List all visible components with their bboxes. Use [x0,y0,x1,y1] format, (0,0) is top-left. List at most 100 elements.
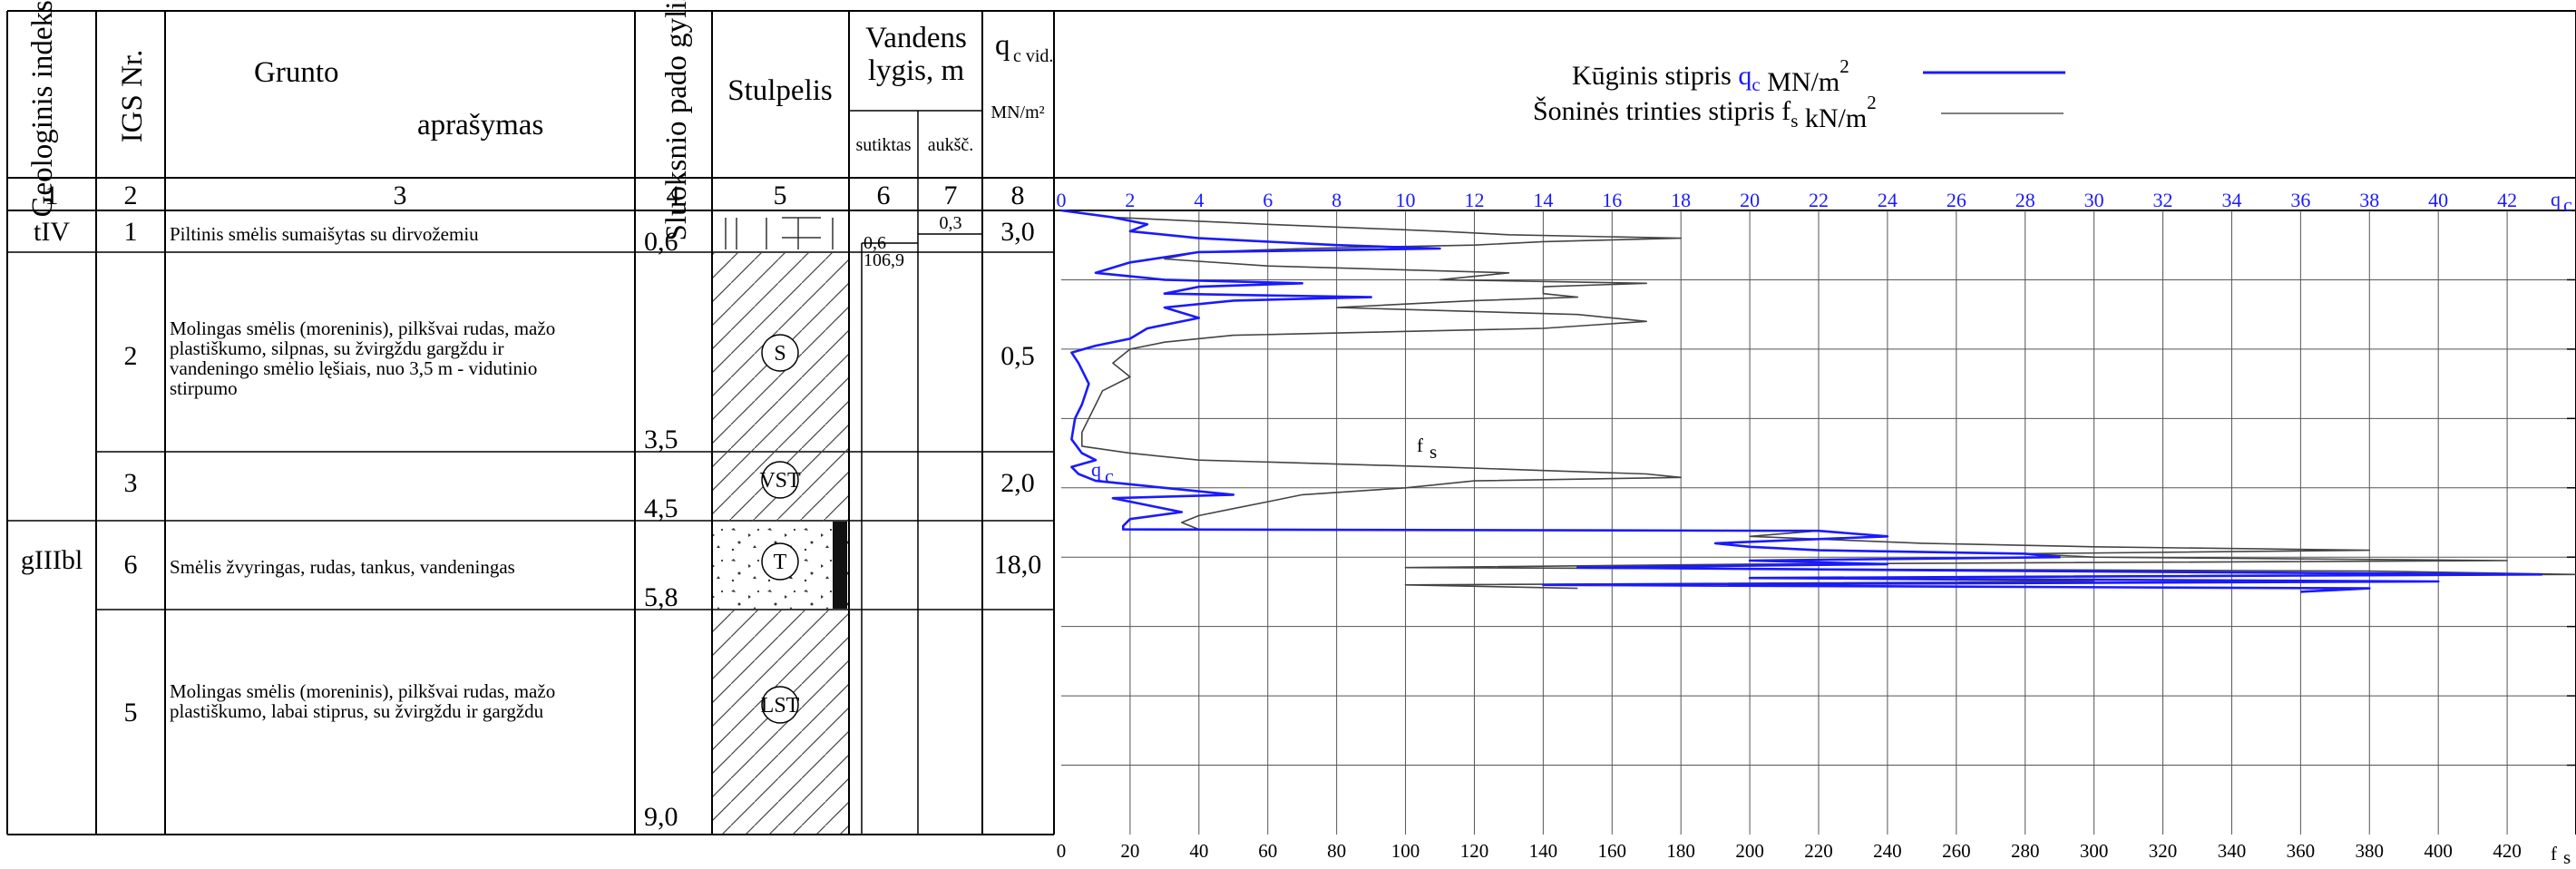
fs-tick-label: 380 [2356,840,2385,862]
layer-igs-number: 2 [124,341,138,371]
legend-fs: Šoninės trinties stipris fs kN/m2 [1533,92,1877,133]
column-number: 5 [774,181,787,210]
fs-tick-label: 120 [1460,840,1489,862]
header-layer-depth: Sluoksnio pado gylis, m [660,0,693,241]
soil-symbol-circle [761,334,799,372]
soil-symbol-label: T [774,551,787,574]
soil-symbol-label: VST [759,469,801,493]
qc-axis-label: q [2551,188,2561,210]
water-bearing-marker [833,522,847,609]
column-number: 6 [877,181,891,210]
qc-tick-label: 16 [1602,189,1622,211]
qc-tick-label: 10 [1396,189,1416,211]
fill-pattern [725,217,834,249]
header-vandens: Vandens [865,22,967,54]
fs-axis-label-sub: s [2563,846,2571,864]
fs-tick-label: 320 [2149,840,2178,862]
fs-tick-label: 80 [1327,840,1346,862]
qc-axis-label-sub: c [2563,193,2572,216]
qc-tick-label: 42 [2497,189,2517,211]
layer-igs-number: 5 [124,698,138,727]
fs-tick-label: 260 [1942,840,1971,862]
fs-tick-label: 160 [1598,840,1627,862]
soil-column [713,211,848,834]
column-number: 4 [667,181,680,210]
qc-tick-label: 8 [1332,189,1342,211]
soil-symbol-circle [761,461,799,499]
geo-index-giiibl: gIIIbl [21,545,83,575]
layer-igs-number: 3 [124,468,138,498]
fs-axis-label: f [2551,843,2557,864]
qc-tick-label: 4 [1194,189,1204,211]
qc-tick-label: 34 [2221,189,2241,211]
fs-series-line [1060,210,2576,590]
fs-tick-label: 140 [1529,840,1558,862]
fs-tick-label: 360 [2287,840,2316,862]
layer-depth: 4,5 [644,493,678,523]
chart-grid [1061,210,2576,835]
qc-tick-label: 30 [2084,189,2104,211]
fs-tick-label: 300 [2080,840,2109,862]
qc-curve-label-sub: c [1105,464,1114,487]
qc-tick-label: 14 [1533,189,1553,211]
qc-tick-label: 2 [1125,189,1135,211]
qc-tick-label: 18 [1671,189,1691,211]
layer-qc-average: 0,5 [1000,341,1035,371]
soil-symbol-circle [761,686,799,724]
layer-qc-average: 2,0 [1000,468,1035,498]
fs-curve-label-sub: s [1429,441,1437,463]
layer-igs-number: 1 [124,217,138,247]
layer-depth: 5,8 [644,582,678,612]
layer-description: Molingas smėlis (moreninis), pilkšvai ru… [170,317,555,399]
fs-curve-label: f [1417,434,1423,456]
column-number: 7 [944,181,958,210]
header-qc-unit: MN/m² [990,103,1044,122]
layer-description: Smėlis žvyringas, rudas, tankus, vandeni… [170,556,515,578]
fs-tick-label: 400 [2424,840,2453,862]
qc-tick-label: 40 [2428,189,2448,211]
header-aprasymas: aprašymas [417,109,543,142]
header-igs-nr: IGS Nr. [116,50,149,143]
fs-tick-label: 240 [1873,840,1902,862]
header-geo-index: Geologinis indeksas [26,0,59,217]
geo-index-tiv: tIV [34,217,70,247]
header-stulpelis: Stulpelis [727,74,833,107]
qc-tick-label: 24 [1878,189,1898,211]
layer-depth: 3,5 [644,425,678,454]
fs-tick-label: 100 [1391,840,1420,862]
layer-description: Molingas smėlis (moreninis), pilkšvai ru… [170,680,555,722]
water-met-depth: 0,6 [864,233,886,253]
fs-tick-label: 40 [1189,840,1208,862]
layer-qc-average: 18,0 [994,550,1042,580]
layer-depth: 9,0 [644,802,678,832]
fs-tick-label: 280 [2011,840,2040,862]
fs-tick-label: 340 [2218,840,2247,862]
column-number: 1 [45,181,59,210]
qc-tick-label: 12 [1464,189,1484,211]
qc-tick-label: 6 [1263,189,1273,211]
qc-tick-label: 22 [1809,189,1829,211]
qc-tick-label: 20 [1740,189,1760,211]
header-qc-sub: c vid. [1013,46,1053,66]
header-lygis: lygis, m [868,54,965,87]
layer-description: Piltinis smėlis sumaišytas su dirvožemiu [170,223,479,245]
fs-tick-label: 180 [1666,840,1695,862]
soil-symbol-label: S [774,342,785,366]
column-number: 2 [124,181,138,210]
layer-igs-number: 6 [124,550,138,580]
header-aukst: aukšč. [928,135,974,155]
layer-depth: 0,6 [644,227,678,257]
column-number: 8 [1011,181,1025,210]
qc-tick-label: 38 [2359,189,2379,211]
qc-tick-label: 36 [2290,189,2310,211]
fs-tick-label: 60 [1258,840,1277,862]
header-grunto: Grunto [254,56,339,89]
fs-tick-label: 200 [1735,840,1764,862]
fs-tick-label: 20 [1120,840,1139,862]
table-grid [6,10,2576,835]
qc-curve-label: q [1091,458,1101,481]
qc-tick-label: 26 [1947,189,1966,211]
header-sutiktas: sutiktas [855,135,911,155]
